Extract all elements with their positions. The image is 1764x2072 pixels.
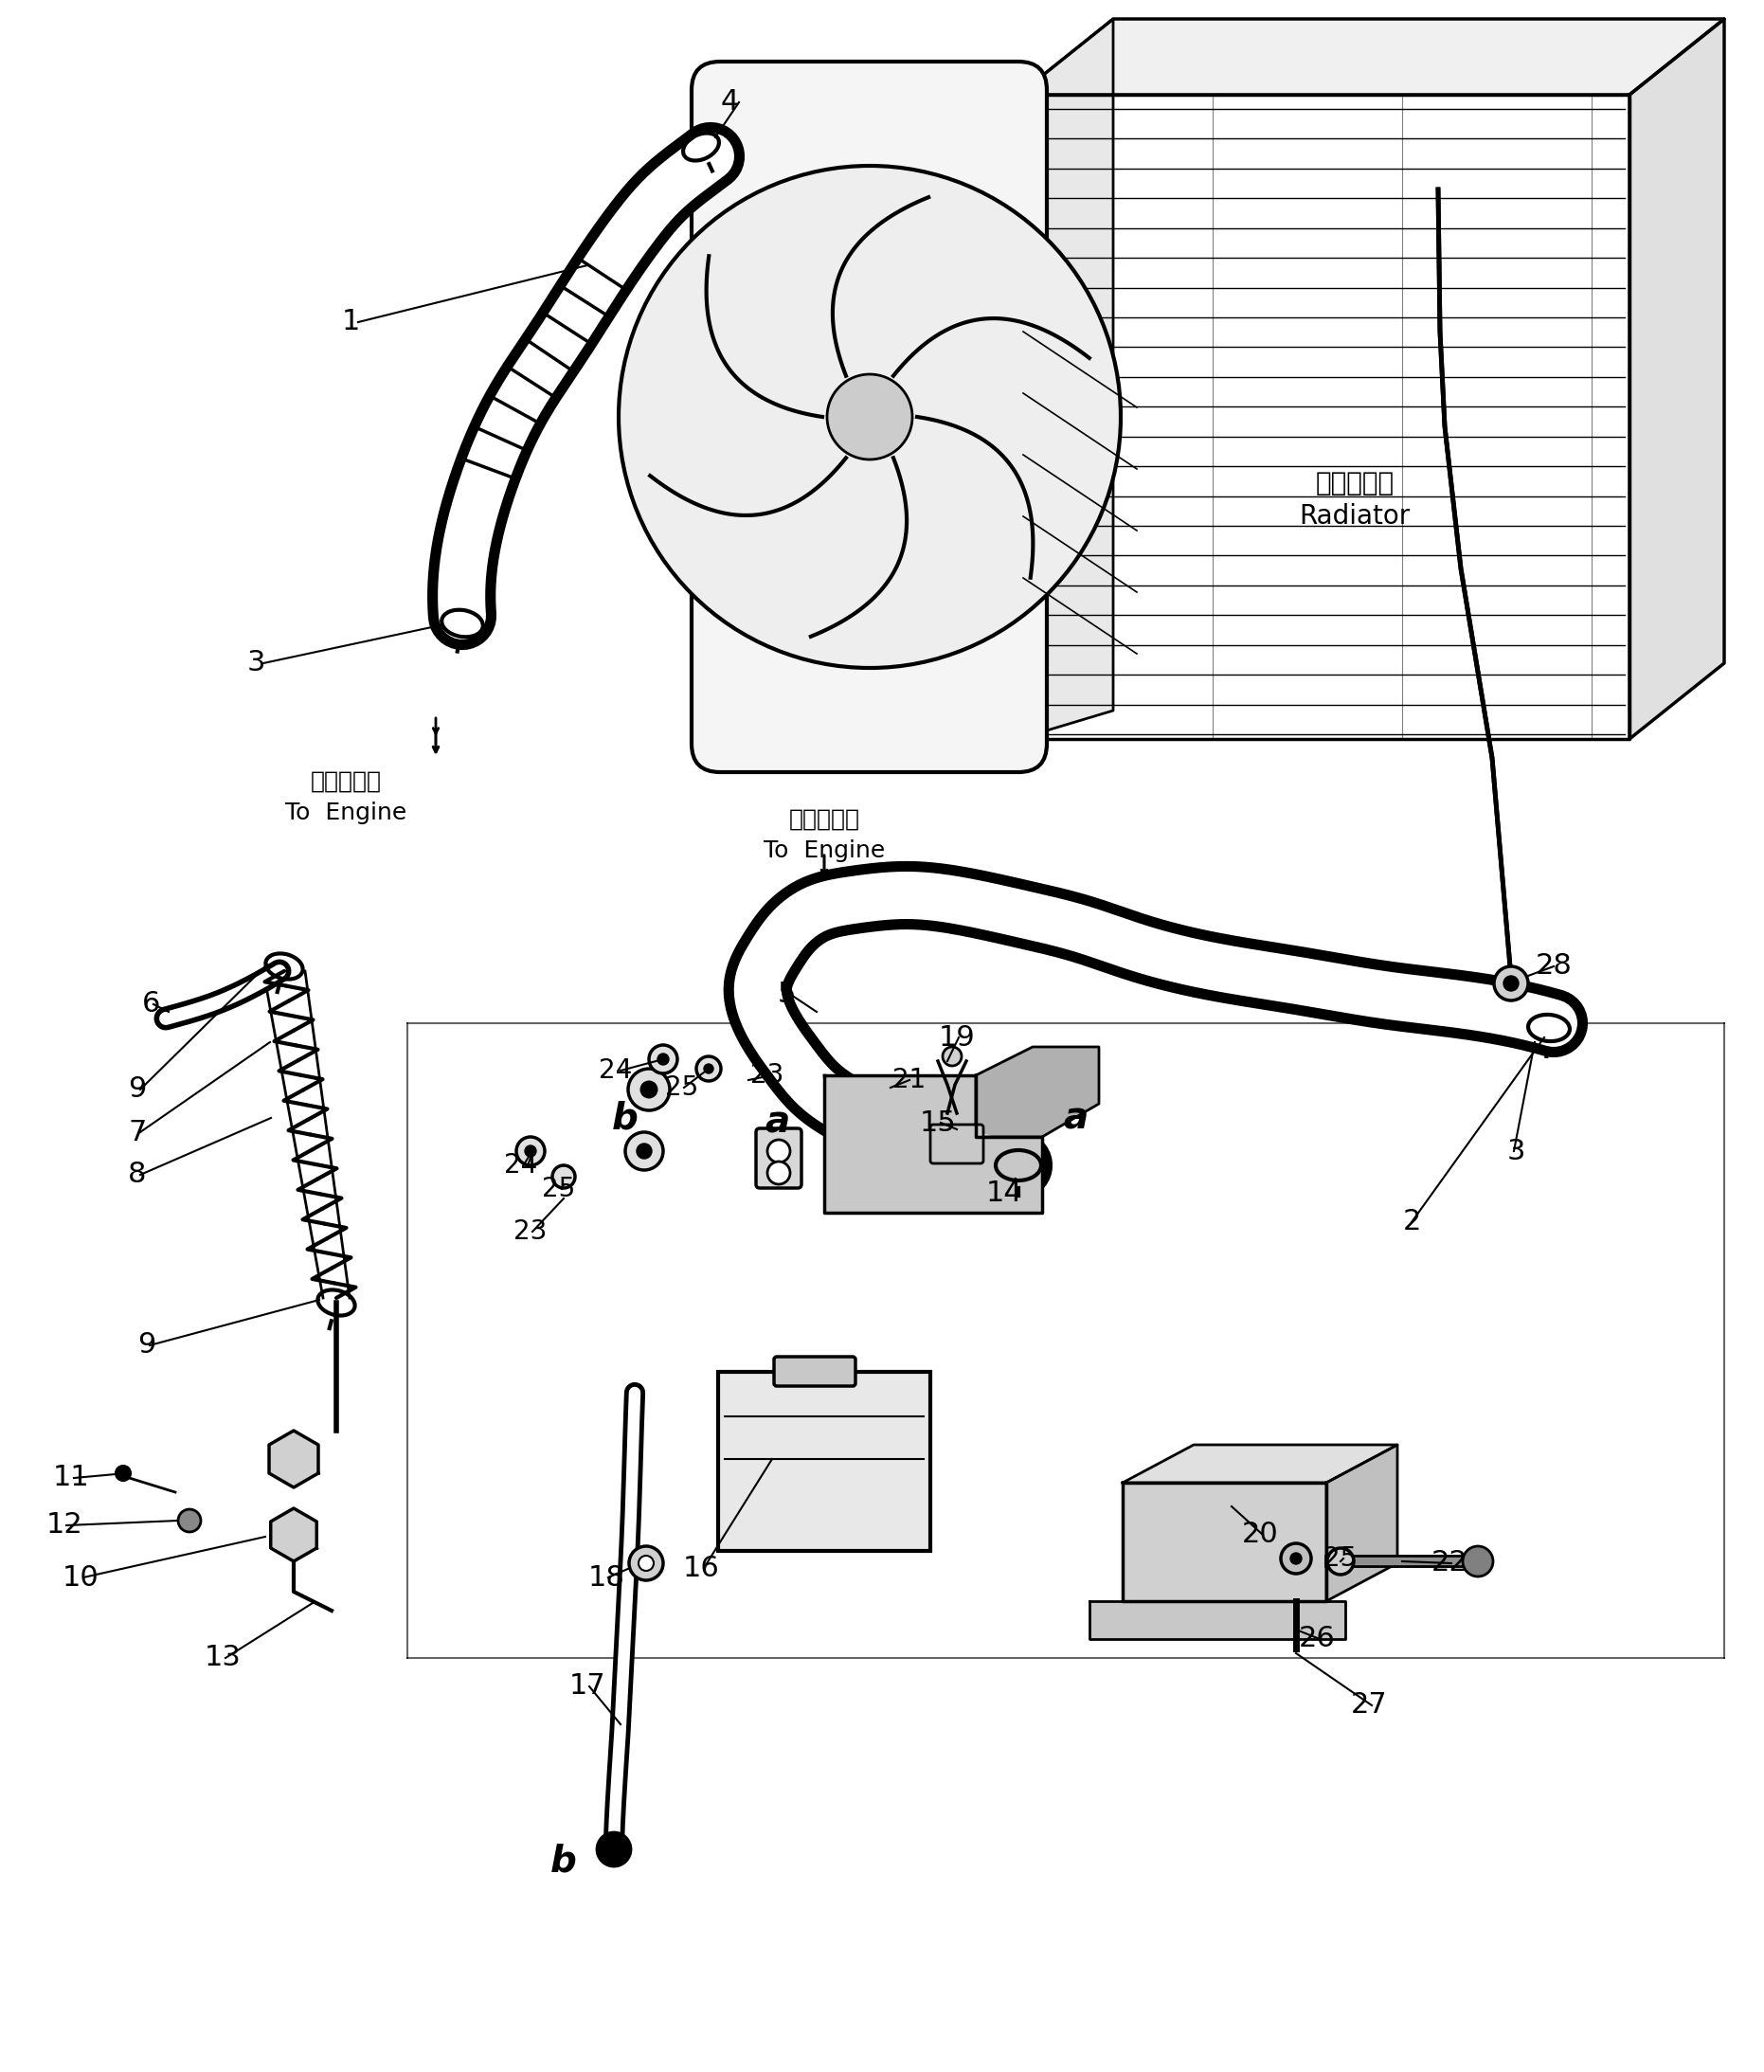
FancyBboxPatch shape [757,1129,801,1187]
Text: 14: 14 [986,1181,1023,1208]
Text: 25: 25 [1323,1546,1357,1573]
Circle shape [1281,1544,1311,1573]
FancyBboxPatch shape [774,1357,856,1386]
Circle shape [116,1465,131,1481]
Circle shape [1494,966,1528,1001]
Text: a: a [1064,1100,1088,1135]
Circle shape [1503,976,1519,990]
FancyBboxPatch shape [930,1125,983,1162]
Circle shape [628,1069,670,1111]
Circle shape [1462,1546,1492,1577]
Text: 17: 17 [570,1672,605,1701]
Circle shape [649,1044,677,1073]
Text: 27: 27 [1351,1691,1387,1720]
Text: エンジンへ: エンジンへ [789,808,859,831]
Circle shape [624,1131,663,1171]
Circle shape [637,1144,651,1158]
Text: 3: 3 [1506,1138,1526,1164]
Text: 19: 19 [938,1024,975,1051]
Circle shape [517,1138,545,1164]
Text: 25: 25 [665,1075,699,1100]
Text: 9: 9 [129,1075,146,1102]
Polygon shape [1327,1444,1397,1602]
Circle shape [942,1046,961,1065]
Text: 16: 16 [683,1554,720,1581]
Text: 24: 24 [600,1057,633,1084]
Polygon shape [824,1075,1043,1212]
Circle shape [1327,1548,1353,1575]
Text: 25: 25 [542,1175,575,1202]
Text: 13: 13 [205,1645,242,1672]
Text: 12: 12 [46,1513,83,1539]
Polygon shape [1122,1444,1397,1484]
Text: 22: 22 [1431,1550,1468,1577]
Circle shape [526,1146,536,1156]
Circle shape [767,1162,790,1185]
Text: 20: 20 [1242,1521,1279,1548]
Polygon shape [1018,19,1113,740]
Circle shape [704,1063,713,1073]
Circle shape [619,166,1120,667]
FancyBboxPatch shape [691,62,1046,773]
Text: To  Engine: To Engine [286,802,406,825]
Text: 18: 18 [587,1564,624,1591]
Text: 23: 23 [513,1218,547,1245]
Polygon shape [1018,19,1723,95]
Text: 9: 9 [138,1332,155,1359]
Polygon shape [270,1508,318,1562]
FancyBboxPatch shape [718,1372,930,1552]
Text: エンジンへ: エンジンへ [310,771,381,794]
Text: 28: 28 [1535,953,1572,980]
Circle shape [630,1546,663,1581]
Text: ラジエータ: ラジエータ [1316,470,1394,497]
Text: 26: 26 [1298,1624,1335,1653]
Text: Radiator: Radiator [1300,503,1409,530]
Polygon shape [1630,19,1723,740]
Circle shape [596,1832,632,1867]
Text: 8: 8 [129,1160,146,1189]
Polygon shape [975,1046,1099,1138]
Text: 3: 3 [247,649,265,678]
Text: a: a [764,1104,789,1142]
Text: 4: 4 [720,89,739,116]
Circle shape [767,1140,790,1162]
Text: To  Engine: To Engine [764,839,886,862]
Circle shape [178,1508,201,1531]
Text: 2: 2 [1402,1208,1420,1235]
Text: b: b [612,1100,639,1135]
Polygon shape [1018,95,1630,740]
Circle shape [697,1057,721,1082]
Text: b: b [550,1844,577,1879]
Circle shape [552,1164,575,1187]
Circle shape [827,375,912,460]
Circle shape [1289,1552,1302,1564]
Text: 10: 10 [62,1564,99,1591]
Polygon shape [270,1430,318,1488]
Text: 1: 1 [342,309,360,336]
Circle shape [639,1556,654,1571]
Text: 24: 24 [505,1152,538,1179]
Text: 21: 21 [893,1067,926,1094]
Circle shape [658,1053,669,1065]
Text: 23: 23 [751,1063,785,1088]
Text: 6: 6 [143,990,161,1017]
Text: 11: 11 [53,1465,90,1492]
Polygon shape [1122,1484,1327,1602]
Text: 5: 5 [778,980,796,1009]
Text: 15: 15 [919,1109,956,1135]
Circle shape [640,1082,658,1098]
Polygon shape [1090,1602,1346,1639]
Text: 7: 7 [129,1119,146,1146]
